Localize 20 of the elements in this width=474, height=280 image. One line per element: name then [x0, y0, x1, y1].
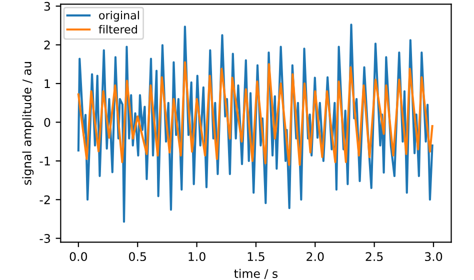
x-tick-label: 2.0 — [306, 252, 324, 262]
y-tick-label: 0 — [44, 118, 50, 127]
x-tick-label: 0.5 — [128, 252, 146, 262]
line-series — [77, 61, 434, 166]
x-tick-label: 0.0 — [70, 252, 88, 262]
y-tick-label: 1 — [44, 79, 50, 88]
line-series — [77, 24, 434, 223]
x-tick-label: 1.0 — [188, 252, 206, 262]
y-tick-label: -3 — [40, 234, 50, 243]
x-tick-label: 3.0 — [425, 252, 442, 262]
y-axis-title: signal amplitude / au — [22, 62, 34, 185]
x-tick-label: 1.5 — [248, 252, 264, 262]
legend-label: original — [99, 10, 139, 22]
x-tick-label: 2.5 — [366, 252, 383, 262]
legend-label: filtered — [98, 24, 137, 34]
y-tick-label: 3 — [44, 2, 50, 11]
y-tick-label: -2 — [40, 195, 50, 204]
y-tick-label: 2 — [44, 40, 50, 50]
x-axis-title: time / s — [234, 268, 278, 279]
y-tick-label: -1 — [40, 156, 50, 166]
